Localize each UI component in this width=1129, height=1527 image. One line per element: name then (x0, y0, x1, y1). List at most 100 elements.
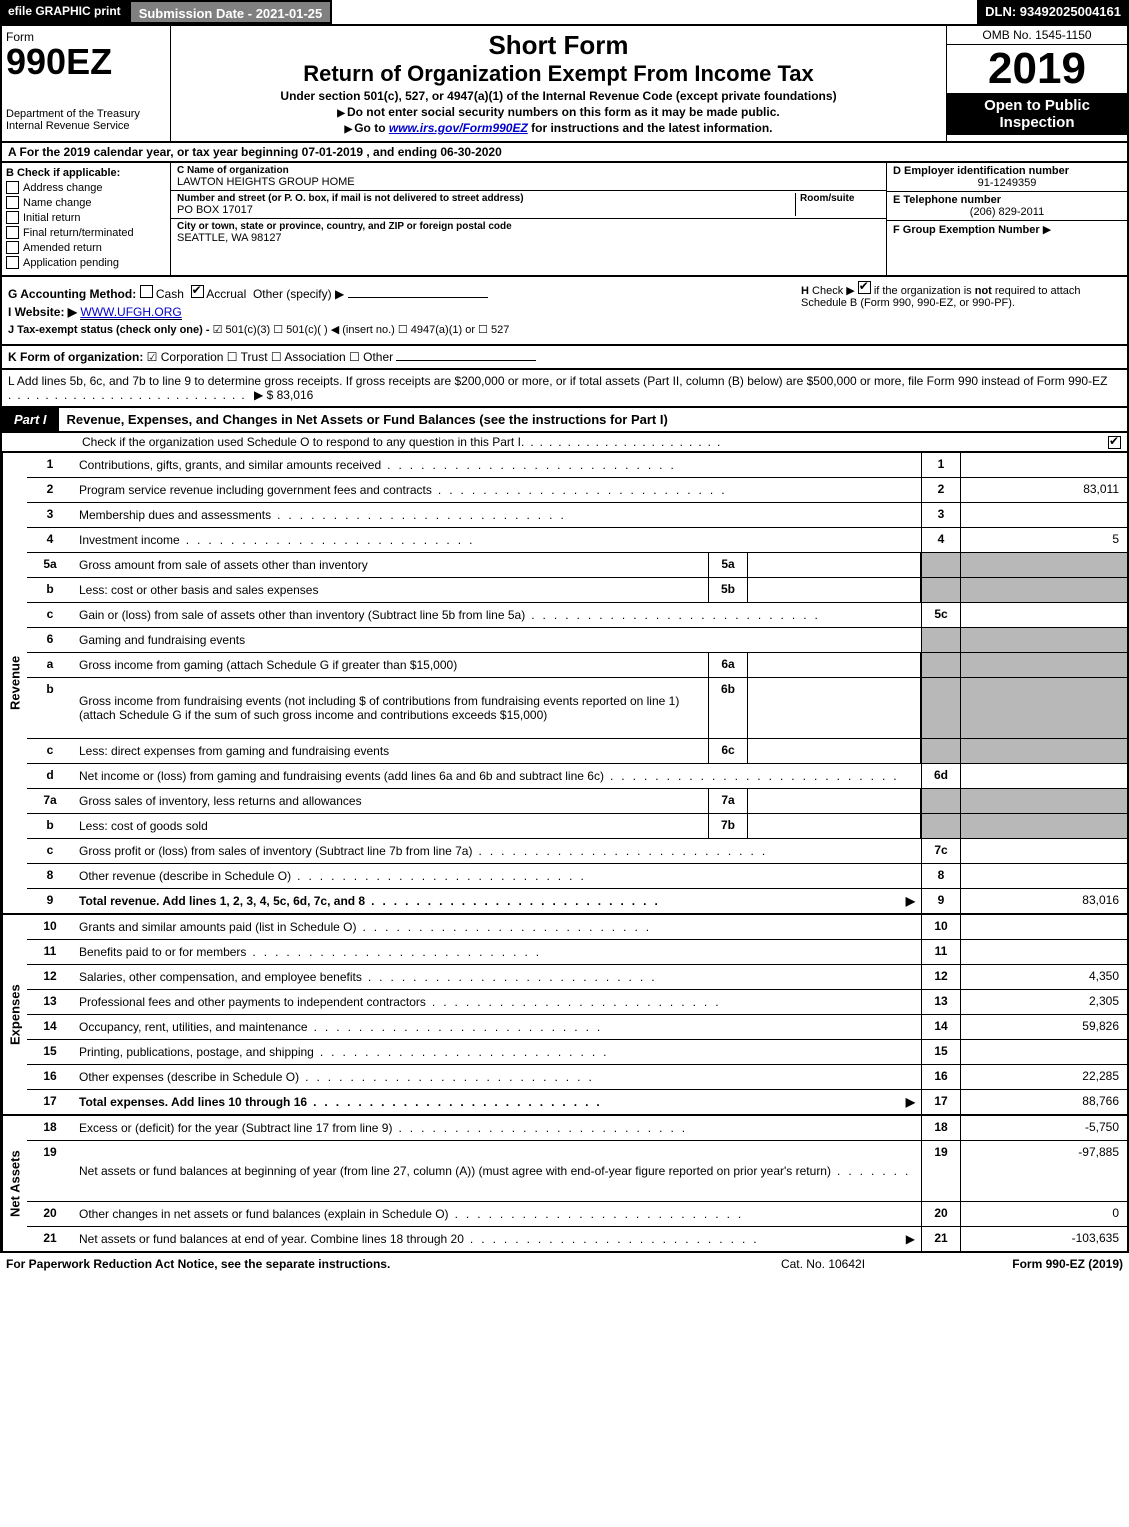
mid-line-value (748, 653, 921, 677)
table-row: 1Contributions, gifts, grants, and simil… (27, 453, 1127, 478)
cb-initial-return[interactable]: Initial return (6, 211, 166, 224)
cb-address-change[interactable]: Address change (6, 181, 166, 194)
line-value-cell (960, 940, 1127, 964)
website-link[interactable]: WWW.UFGH.ORG (80, 305, 181, 320)
table-row: 3Membership dues and assessments........… (27, 503, 1127, 528)
line-value-cell (960, 814, 1127, 838)
cb-final-return[interactable]: Final return/terminated (6, 226, 166, 239)
table-row: 2Program service revenue including gover… (27, 478, 1127, 503)
line-value-cell: 5 (960, 528, 1127, 552)
cb-name-change[interactable]: Name change (6, 196, 166, 209)
row-description: Gaming and fundraising events (73, 628, 921, 652)
line-value-cell: 59,826 (960, 1015, 1127, 1039)
line-value-cell: 83,016 (960, 889, 1127, 913)
row-number: 9 (27, 889, 73, 913)
room-suite-cell: Room/suite (795, 193, 880, 216)
box-b-label: B Check if applicable: (6, 167, 166, 179)
cb-amended-return[interactable]: Amended return (6, 241, 166, 254)
line-l: L Add lines 5b, 6c, and 7b to line 9 to … (0, 370, 1129, 408)
row-number: 3 (27, 503, 73, 527)
mid-line-value (748, 814, 921, 838)
mid-line-number: 6b (708, 678, 748, 738)
table-row: 9Total revenue. Add lines 1, 2, 3, 4, 5c… (27, 889, 1127, 913)
line-number-cell: 21 (921, 1227, 960, 1251)
line-number-cell (921, 653, 960, 677)
title-short-form: Short Form (179, 30, 938, 61)
line-number-cell: 3 (921, 503, 960, 527)
side-label-net-assets: Net Assets (2, 1116, 27, 1251)
topbar-spacer (332, 0, 977, 24)
dept-treasury: Department of the Treasury (6, 108, 166, 120)
line-value-cell: 83,011 (960, 478, 1127, 502)
row-number: 11 (27, 940, 73, 964)
line-h: H Check ▶ if the organization is not req… (801, 281, 1121, 309)
form-id-block: Form 990EZ Department of the Treasury In… (2, 26, 171, 141)
table-row: aGross income from gaming (attach Schedu… (27, 653, 1127, 678)
row-description: Net assets or fund balances at end of ye… (73, 1227, 921, 1251)
line-value-cell (960, 764, 1127, 788)
table-row: 18Excess or (deficit) for the year (Subt… (27, 1116, 1127, 1141)
line-number-cell: 11 (921, 940, 960, 964)
cb-application-pending[interactable]: Application pending (6, 256, 166, 269)
row-description: Excess or (deficit) for the year (Subtra… (73, 1116, 921, 1140)
row-description: Gain or (loss) from sale of assets other… (73, 603, 921, 627)
row-description: Net income or (loss) from gaming and fun… (73, 764, 921, 788)
row-description: Other revenue (describe in Schedule O)..… (73, 864, 921, 888)
mid-line-value (748, 678, 921, 738)
checkbox-icon (6, 181, 19, 194)
row-number: b (27, 814, 73, 838)
mid-line-number: 6c (708, 739, 748, 763)
row-description: Other changes in net assets or fund bala… (73, 1202, 921, 1226)
mid-line-number: 6a (708, 653, 748, 677)
efile-graphic-print[interactable]: efile GRAPHIC print (0, 0, 129, 24)
tax-year: 2019 (947, 45, 1127, 93)
group-exemption-label: F Group Exemption Number (893, 224, 1040, 236)
dln-badge: DLN: 93492025004161 (977, 0, 1129, 24)
section-ghijk: G Accounting Method: Cash Accrual Other … (0, 277, 1129, 346)
arrow-icon: ▶ (1043, 224, 1051, 236)
form-header: Form 990EZ Department of the Treasury In… (0, 24, 1129, 143)
table-row: 21Net assets or fund balances at end of … (27, 1227, 1127, 1251)
checkbox-icon (6, 256, 19, 269)
schedule-o-checkbox[interactable] (1108, 436, 1121, 449)
checkbox-icon[interactable] (140, 285, 153, 298)
row-description: Contributions, gifts, grants, and simila… (73, 453, 921, 477)
checkbox-icon[interactable] (858, 281, 871, 294)
table-row: 10Grants and similar amounts paid (list … (27, 915, 1127, 940)
table-row: 12Salaries, other compensation, and empl… (27, 965, 1127, 990)
irs-link[interactable]: www.irs.gov/Form990EZ (389, 121, 528, 135)
line-value-cell: 22,285 (960, 1065, 1127, 1089)
line-number-cell: 10 (921, 915, 960, 939)
box-c: C Name of organization LAWTON HEIGHTS GR… (171, 163, 886, 275)
line-j: J Tax-exempt status (check only one) - ☑… (8, 323, 1121, 336)
line-number-cell (921, 553, 960, 577)
row-number: 16 (27, 1065, 73, 1089)
line-number-cell: 8 (921, 864, 960, 888)
part1-table: Revenue1Contributions, gifts, grants, an… (0, 453, 1129, 1253)
line-number-cell: 9 (921, 889, 960, 913)
line-value-cell: 4,350 (960, 965, 1127, 989)
checkbox-icon[interactable] (191, 285, 204, 298)
ein-label: D Employer identification number (893, 165, 1121, 177)
row-description: Less: direct expenses from gaming and fu… (73, 739, 708, 763)
row-number: 21 (27, 1227, 73, 1251)
row-number: 17 (27, 1090, 73, 1114)
row-description: Printing, publications, postage, and shi… (73, 1040, 921, 1064)
section-body: 1Contributions, gifts, grants, and simil… (27, 453, 1127, 913)
row-number: a (27, 653, 73, 677)
table-row: 8Other revenue (describe in Schedule O).… (27, 864, 1127, 889)
line-number-cell: 15 (921, 1040, 960, 1064)
line-value-cell (960, 739, 1127, 763)
line-number-cell: 16 (921, 1065, 960, 1089)
row-number: 1 (27, 453, 73, 477)
org-name-cell: C Name of organization LAWTON HEIGHTS GR… (171, 163, 886, 191)
line-number-cell: 4 (921, 528, 960, 552)
row-number: 12 (27, 965, 73, 989)
row-number: 8 (27, 864, 73, 888)
line-value-cell (960, 628, 1127, 652)
footer-form-id: Form 990-EZ (2019) (923, 1257, 1123, 1271)
row-number: 6 (27, 628, 73, 652)
section-expenses: Expenses10Grants and similar amounts pai… (2, 915, 1127, 1116)
part1-tab: Part I (2, 408, 59, 431)
row-description: Investment income.......................… (73, 528, 921, 552)
